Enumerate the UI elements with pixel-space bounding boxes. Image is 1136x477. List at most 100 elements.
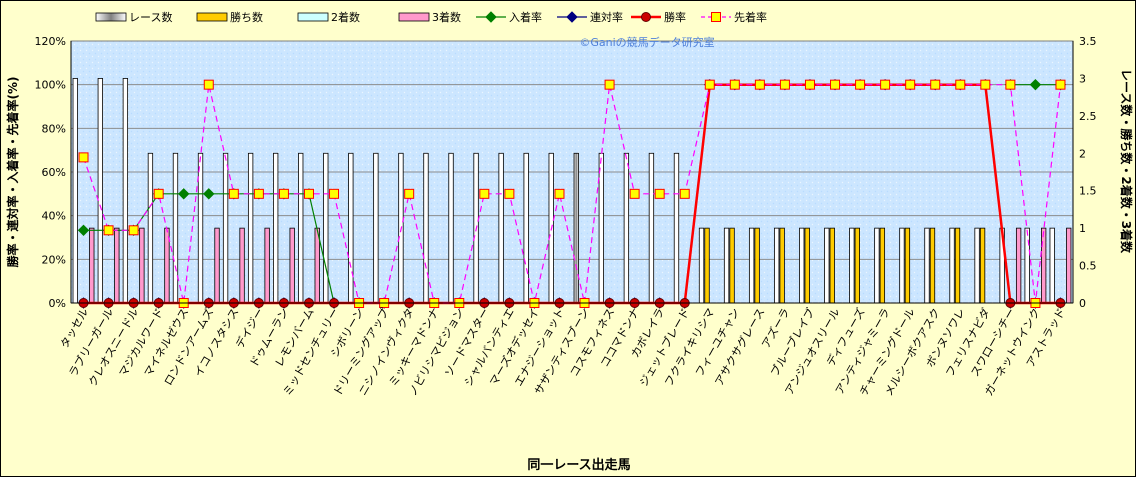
legend-marker	[641, 12, 651, 22]
y-axis-label-left: 勝率・連対率・入着率・先着率(%)	[5, 77, 20, 268]
bar-レース数	[247, 152, 254, 304]
bar-レース数	[698, 227, 705, 304]
legend-swatch	[95, 12, 127, 22]
bar-レース数	[774, 227, 780, 304]
point-先着率	[253, 188, 264, 199]
bar-3着数	[1015, 227, 1022, 304]
legend: レース数 勝ち数 2着数 3着数 入着率 連対率 勝率 先着率	[95, 10, 767, 24]
bar-レース数	[723, 227, 730, 304]
bar-レース数	[423, 152, 429, 304]
point-先着率	[278, 188, 289, 199]
bar-レース数	[623, 152, 630, 304]
bar-勝ち数	[879, 227, 886, 304]
point-先着率	[754, 79, 765, 90]
y-tick-label-left: 100%	[35, 79, 66, 92]
bar-レース数	[298, 152, 304, 304]
legend-swatch	[398, 12, 430, 22]
y-tick-label-left: 0%	[49, 297, 66, 310]
legend-label: 先着率	[734, 10, 767, 24]
point-入着率	[178, 188, 190, 200]
point-先着率	[1055, 79, 1066, 90]
legend-label: 連対率	[590, 10, 623, 24]
y-tick-label-left: 40%	[42, 210, 66, 223]
legend-label: レース数	[129, 11, 172, 24]
bar-3着数	[264, 227, 270, 304]
point-先着率	[1005, 79, 1016, 90]
bar-3着数	[1066, 227, 1072, 304]
bar-勝ち数	[979, 227, 986, 304]
bar-レース数	[373, 152, 379, 304]
bar-勝ち数	[729, 227, 735, 304]
bar-レース数	[748, 227, 755, 304]
bar-レース数	[874, 227, 880, 304]
y-tick-label-right: 0	[1079, 297, 1086, 310]
bar-レース数	[147, 152, 154, 304]
point-先着率	[704, 79, 715, 90]
point-先着率	[980, 79, 991, 90]
bar-勝ち数	[854, 227, 860, 304]
bar-レース数	[348, 152, 354, 304]
point-先着率	[479, 188, 490, 199]
point-先着率	[504, 188, 515, 199]
bar-レース数	[849, 227, 855, 304]
y-axis-label-right: レース数・勝ち数・2着数・3着数	[1119, 69, 1134, 254]
bar-レース数	[1049, 227, 1055, 304]
bar-勝ち数	[704, 227, 710, 304]
y-tick-label-right: 2.5	[1079, 110, 1097, 123]
bar-レース数	[924, 227, 930, 304]
y-tick-label-right: 3	[1079, 72, 1086, 85]
point-先着率	[930, 79, 941, 90]
y-tick-label-left: 80%	[42, 122, 66, 135]
y-tick-label-right: 0.5	[1079, 260, 1097, 273]
bar-レース数	[72, 78, 78, 304]
bar-レース数	[573, 152, 579, 304]
y-tick-label-right: 1	[1079, 222, 1086, 235]
point-先着率	[228, 188, 239, 199]
point-先着率	[78, 152, 89, 163]
bar-3着数	[1041, 227, 1047, 304]
point-先着率	[729, 79, 740, 90]
bar-レース数	[974, 227, 980, 304]
y-tick-label-right: 1.5	[1079, 185, 1097, 198]
legend-label: 勝率	[664, 10, 686, 24]
point-先着率	[804, 79, 815, 90]
bar-勝ち数	[904, 227, 911, 304]
watermark: ©Ganiの競馬データ研究室	[579, 35, 714, 49]
y-tick-label-right: 2	[1079, 147, 1086, 160]
point-先着率	[955, 79, 966, 90]
point-先着率	[830, 79, 841, 90]
y-tick-label-left: 60%	[42, 166, 66, 179]
bar-3着数	[164, 227, 170, 304]
bar-勝ち数	[829, 227, 835, 304]
x-axis-label: 同一レース出走馬	[527, 457, 630, 473]
point-先着率	[128, 225, 139, 236]
point-先着率	[153, 188, 164, 199]
point-先着率	[404, 188, 415, 199]
bar-レース数	[899, 227, 905, 304]
bar-勝ち数	[779, 227, 785, 304]
bar-勝ち数	[804, 227, 810, 304]
point-先着率	[329, 188, 340, 199]
bar-3着数	[139, 227, 145, 304]
bar-レース数	[799, 227, 805, 304]
legend-swatch	[297, 12, 329, 22]
bar-レース数	[648, 152, 655, 304]
point-先着率	[855, 79, 866, 90]
bar-レース数	[222, 152, 229, 304]
legend-label: 3着数	[432, 10, 461, 24]
point-先着率	[629, 188, 640, 199]
legend-label: 2着数	[331, 10, 360, 24]
bar-レース数	[673, 152, 680, 304]
bar-レース数	[122, 78, 129, 304]
point-先着率	[779, 79, 790, 90]
legend-label: 入着率	[509, 10, 542, 24]
legend-marker	[566, 11, 578, 23]
point-入着率	[1029, 78, 1042, 91]
bar-レース数	[448, 152, 454, 304]
point-先着率	[103, 225, 114, 236]
y-tick-label-left: 120%	[35, 35, 66, 48]
point-先着率	[905, 79, 916, 90]
bar-レース数	[498, 152, 504, 304]
